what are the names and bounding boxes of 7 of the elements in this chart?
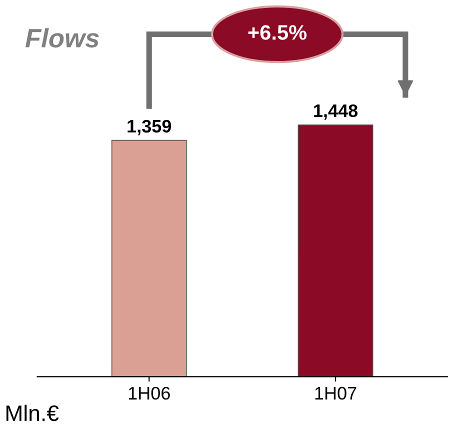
x-tick-label: 1H07 [315, 386, 356, 400]
x-tick-label: 1H06 [128, 386, 170, 400]
text: +6.5% [248, 25, 307, 40]
data-label: 1,359 [128, 120, 172, 136]
text: Mln.€ [6, 404, 59, 422]
chart-title: Flows [25, 28, 99, 48]
data-label: 1,448 [314, 104, 358, 120]
